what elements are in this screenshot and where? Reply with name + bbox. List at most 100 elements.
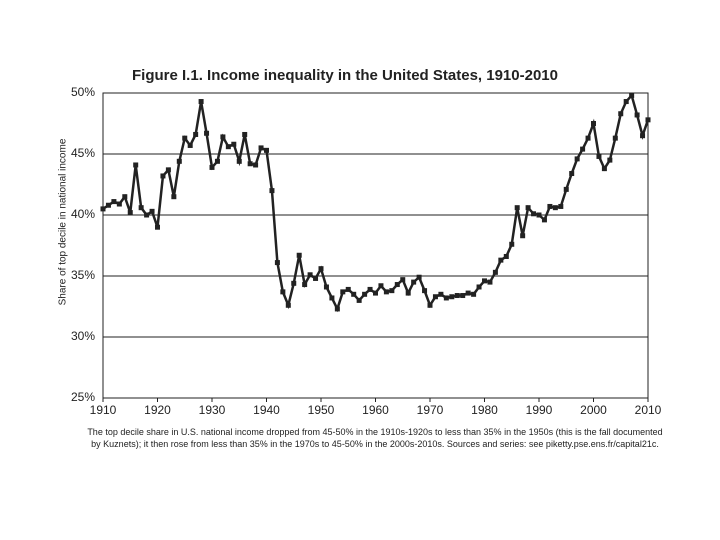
data-point [634, 112, 640, 118]
data-point [514, 205, 520, 211]
data-point [193, 131, 199, 137]
data-point [345, 286, 351, 292]
data-point [520, 233, 526, 239]
data-point [253, 162, 259, 168]
data-point [373, 290, 378, 296]
data-point [552, 205, 558, 211]
data-point [204, 130, 210, 136]
data-point [307, 272, 313, 278]
data-point [443, 295, 449, 301]
data-point [394, 282, 400, 288]
data-point [471, 291, 477, 297]
x-tick-label: 1990 [526, 403, 553, 417]
data-point [389, 288, 395, 294]
data-point [558, 203, 564, 209]
x-tick-label: 1980 [471, 403, 498, 417]
data-point [596, 153, 602, 159]
data-line [102, 92, 650, 313]
x-tick-label: 1930 [199, 403, 226, 417]
y-tick-label: 35% [71, 268, 95, 282]
data-point [340, 289, 346, 295]
y-tick-label: 30% [71, 329, 95, 343]
data-point [329, 295, 335, 301]
data-point [574, 156, 580, 162]
data-point [105, 202, 111, 208]
data-point [509, 241, 515, 247]
data-point [334, 306, 340, 312]
data-point [563, 186, 569, 192]
data-point [351, 291, 357, 297]
data-point [536, 212, 542, 218]
data-point [231, 141, 237, 147]
data-point [427, 302, 433, 308]
data-point [547, 203, 553, 209]
caption: The top decile share in U.S. national in… [87, 427, 663, 449]
data-point [640, 133, 646, 139]
data-point [367, 286, 373, 292]
x-tick-label: 1950 [308, 403, 335, 417]
data-point [127, 210, 133, 216]
data-point [155, 224, 160, 230]
data-point [198, 99, 204, 105]
data-point [378, 283, 384, 289]
data-point [258, 145, 264, 151]
data-point [411, 279, 417, 285]
x-tick-label: 1940 [253, 403, 280, 417]
data-point [285, 302, 291, 308]
data-point [618, 111, 624, 117]
data-point [296, 252, 302, 258]
data-point [482, 278, 487, 284]
data-point [160, 173, 166, 179]
data-point [291, 280, 297, 286]
data-point [302, 282, 308, 288]
data-point [176, 158, 182, 164]
data-point [182, 135, 188, 141]
data-point [144, 212, 150, 218]
data-point [165, 167, 171, 173]
data-point [465, 290, 471, 296]
x-tick-label: 2010 [635, 403, 662, 417]
data-point [454, 293, 460, 299]
data-point [323, 284, 329, 290]
data-point [187, 142, 193, 148]
data-point [449, 294, 455, 300]
data-point [531, 211, 537, 217]
data-point [432, 294, 438, 300]
data-point [274, 260, 280, 266]
data-point [214, 158, 220, 164]
x-tick-label: 1920 [144, 403, 171, 417]
y-tick-label: 45% [71, 146, 95, 160]
y-tick-label: 40% [71, 207, 95, 221]
data-point [503, 253, 509, 259]
y-tick-label: 50% [71, 85, 95, 99]
data-point [607, 157, 613, 163]
data-point [629, 92, 635, 98]
data-point [100, 206, 106, 212]
data-point [400, 277, 406, 283]
data-point [405, 290, 411, 296]
data-point [525, 205, 531, 211]
data-point [422, 288, 428, 294]
data-point [541, 217, 547, 223]
data-point [498, 257, 504, 263]
data-point [209, 164, 215, 170]
data-point [149, 208, 155, 214]
data-point [318, 266, 324, 272]
x-tick-label: 1960 [362, 403, 389, 417]
data-point [623, 99, 629, 105]
data-point [612, 135, 618, 141]
data-point [438, 291, 444, 297]
chart-title: Figure I.1. Income inequality in the Uni… [132, 67, 558, 84]
data-point [492, 269, 498, 275]
data-point [171, 194, 177, 200]
y-axis-label: Share of top decile in national income [58, 138, 69, 305]
x-tick-label: 1970 [417, 403, 444, 417]
x-tick-label: 1910 [90, 403, 117, 417]
data-point [111, 199, 117, 205]
y-tick-label: 25% [71, 390, 95, 404]
data-point [242, 131, 248, 137]
data-point [476, 284, 482, 290]
data-point [383, 289, 389, 295]
